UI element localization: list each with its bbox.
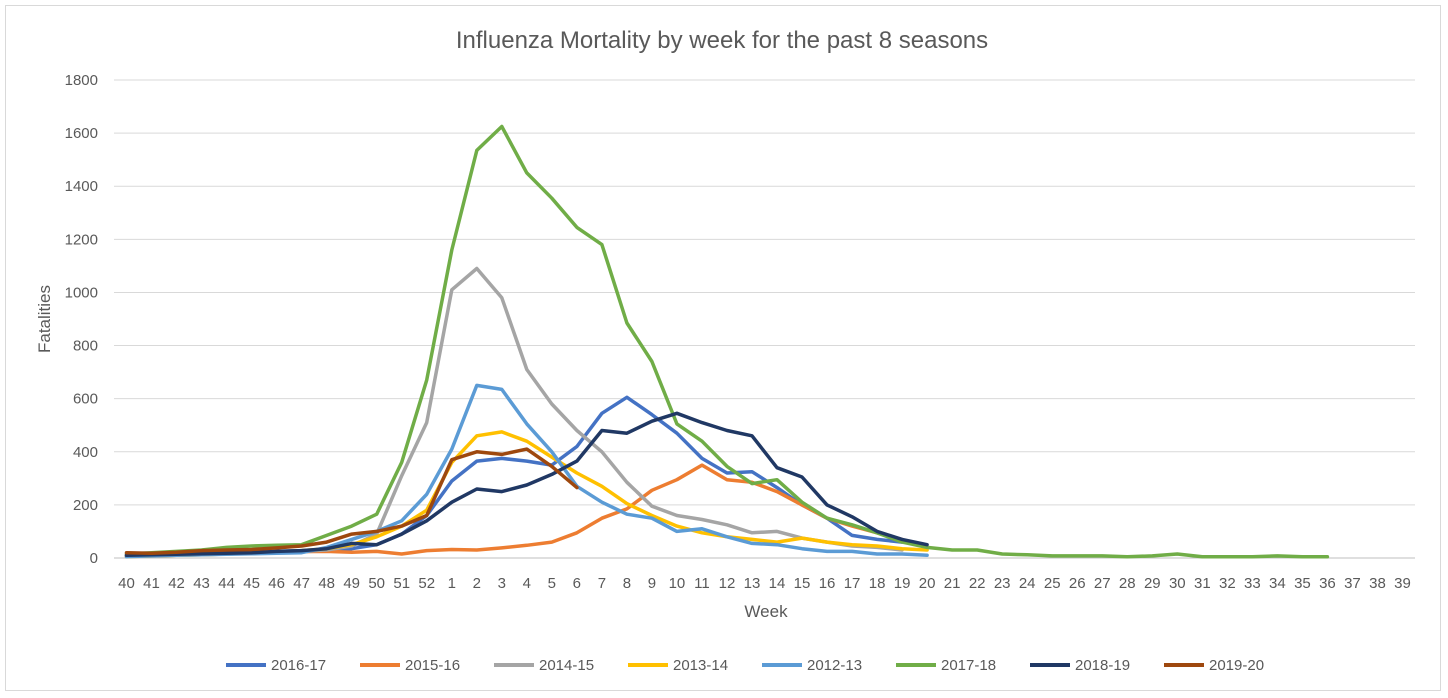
chart-frame: Influenza Mortality by week for the past… xyxy=(5,5,1441,691)
y-tick-label: 1000 xyxy=(65,284,98,301)
legend-entry: 2014-15 xyxy=(539,657,594,674)
x-tick-label: 16 xyxy=(819,575,836,592)
x-tick-label: 22 xyxy=(969,575,986,592)
series-line-2019-20 xyxy=(124,447,579,555)
x-tick-label: 45 xyxy=(243,575,260,592)
y-tick-label: 800 xyxy=(73,338,98,355)
x-tick-label: 32 xyxy=(1219,575,1236,592)
x-tick-label: 18 xyxy=(869,575,886,592)
x-tick-label: 3 xyxy=(498,575,506,592)
legend-entry: 2016-17 xyxy=(271,657,326,674)
x-tick-label: 44 xyxy=(218,575,235,592)
x-tick-label: 7 xyxy=(598,575,606,592)
x-tick-label: 1 xyxy=(448,575,456,592)
x-tick-label: 4 xyxy=(523,575,531,592)
y-tick-label: 1400 xyxy=(65,178,98,195)
x-tick-label: 50 xyxy=(368,575,385,592)
y-tick-label: 1800 xyxy=(65,72,98,89)
legend-entry: 2013-14 xyxy=(673,657,728,674)
legend: 2016-17 2015-16 2014-15 2013-14 2012-13 2017-… xyxy=(226,657,1264,674)
y-tick-label: 1600 xyxy=(65,125,98,142)
legend-entry: 2018-19 xyxy=(1075,657,1130,674)
series-line-2012-13 xyxy=(124,383,929,559)
x-tick-label: 36 xyxy=(1319,575,1336,592)
x-tick-label: 12 xyxy=(719,575,736,592)
legend-entry: 2017-18 xyxy=(941,657,996,674)
y-axis-label: Fatalities xyxy=(35,285,54,353)
x-tick-label: 2 xyxy=(473,575,481,592)
x-tick-label: 42 xyxy=(168,575,185,592)
x-tick-label: 26 xyxy=(1069,575,1086,592)
x-tick-label: 29 xyxy=(1144,575,1161,592)
x-tick-label: 34 xyxy=(1269,575,1286,592)
x-tick-label: 31 xyxy=(1194,575,1211,592)
legend-entry: 2012-13 xyxy=(807,657,862,674)
y-tick-label: 1200 xyxy=(65,231,98,248)
x-tick-label: 46 xyxy=(268,575,285,592)
y-tick-label: 400 xyxy=(73,444,98,461)
x-tick-label: 28 xyxy=(1119,575,1136,592)
x-tick-label: 43 xyxy=(193,575,210,592)
y-tick-labels: 0 200 400 600 800 1000 1200 1400 1600 1800 xyxy=(65,72,98,567)
y-tick-label: 600 xyxy=(73,391,98,408)
x-tick-label: 51 xyxy=(393,575,410,592)
x-tick-label: 25 xyxy=(1044,575,1061,592)
x-tick-label: 14 xyxy=(769,575,786,592)
x-tick-label: 11 xyxy=(694,575,710,592)
x-tick-label: 17 xyxy=(844,575,861,592)
x-tick-label: 38 xyxy=(1369,575,1386,592)
x-tick-label: 10 xyxy=(669,575,686,592)
x-tick-label: 35 xyxy=(1294,575,1311,592)
x-tick-label: 20 xyxy=(919,575,936,592)
x-tick-label: 15 xyxy=(794,575,811,592)
legend-entry: 2019-20 xyxy=(1209,657,1264,674)
legend-entry: 2015-16 xyxy=(405,657,460,674)
series-line-2017-18 xyxy=(124,124,1330,559)
x-tick-label: 33 xyxy=(1244,575,1261,592)
x-tick-label: 30 xyxy=(1169,575,1186,592)
x-tick-label: 9 xyxy=(648,575,656,592)
series-line-2016-17 xyxy=(124,395,904,558)
x-tick-label: 19 xyxy=(894,575,911,592)
x-tick-label: 52 xyxy=(418,575,435,592)
y-tick-label: 0 xyxy=(90,550,98,567)
x-tick-label: 39 xyxy=(1394,575,1411,592)
x-axis-label: Week xyxy=(744,602,788,621)
x-tick-label: 40 xyxy=(118,575,135,592)
series-line-2014-15 xyxy=(124,266,904,559)
x-tick-label: 6 xyxy=(573,575,581,592)
chart-title: Influenza Mortality by week for the past… xyxy=(456,27,988,54)
x-tick-label: 5 xyxy=(548,575,556,592)
x-tick-label: 47 xyxy=(293,575,310,592)
x-tick-labels: 40 41 42 43 44 45 46 47 48 49 50 51 52 1 2 3 4 5 6 7 8 9 10 11 1… xyxy=(118,575,1411,592)
series-line-2018-19 xyxy=(124,411,929,558)
x-tick-label: 23 xyxy=(994,575,1011,592)
line-chart: Influenza Mortality by week for the past… xyxy=(35,27,1415,674)
series-lines xyxy=(124,124,1330,559)
y-tick-label: 200 xyxy=(73,497,98,514)
x-tick-label: 41 xyxy=(143,575,160,592)
x-tick-label: 13 xyxy=(744,575,761,592)
x-tick-label: 21 xyxy=(944,575,961,592)
x-tick-label: 8 xyxy=(623,575,631,592)
x-tick-label: 27 xyxy=(1094,575,1111,592)
gridlines xyxy=(114,79,1415,559)
x-tick-label: 48 xyxy=(318,575,335,592)
x-tick-label: 49 xyxy=(343,575,360,592)
x-tick-label: 24 xyxy=(1019,575,1036,592)
x-tick-label: 37 xyxy=(1344,575,1361,592)
